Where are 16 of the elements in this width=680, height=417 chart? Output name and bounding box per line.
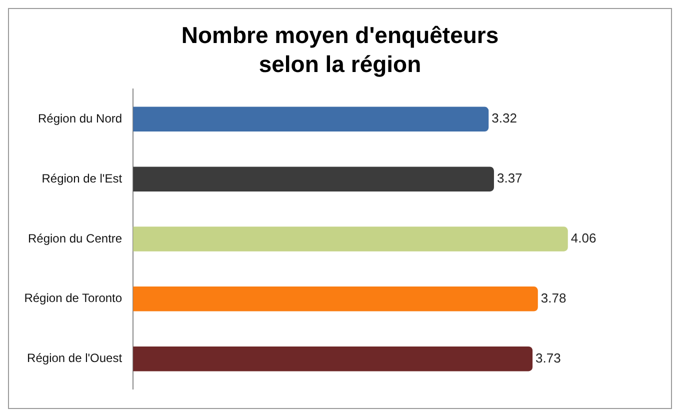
y-tick-label: Région de l'Est: [42, 171, 123, 186]
data-label: 3.32: [492, 110, 517, 126]
y-tick-label: Région de l'Ouest: [27, 351, 123, 366]
data-label: 3.78: [540, 290, 566, 306]
chart-title: Nombre moyen d'enquêteurs selon la région: [180, 21, 500, 79]
y-tick-label: Région du Nord: [38, 111, 122, 126]
bar: [133, 286, 538, 312]
bar: [133, 226, 568, 252]
data-label: 3.37: [496, 170, 522, 186]
y-tick-label: Région de Toronto: [24, 291, 122, 306]
bar: [133, 166, 494, 192]
data-label: 4.06: [570, 230, 596, 246]
bar: [133, 346, 533, 372]
data-label: 3.73: [536, 350, 561, 366]
y-tick-label: Région du Centre: [28, 231, 122, 246]
bar: [133, 106, 489, 132]
